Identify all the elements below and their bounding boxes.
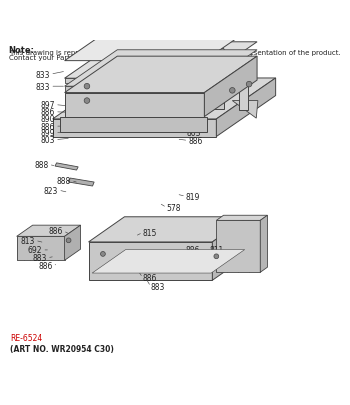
Polygon shape [65, 25, 257, 62]
Text: 897: 897 [41, 101, 55, 110]
Polygon shape [60, 118, 208, 132]
Text: 888: 888 [57, 177, 71, 185]
Polygon shape [52, 79, 276, 119]
Polygon shape [17, 226, 80, 237]
Text: (ART NO. WR20954 C30): (ART NO. WR20954 C30) [10, 344, 114, 353]
Text: 819: 819 [186, 192, 200, 201]
Text: 883: 883 [151, 282, 165, 292]
Text: 886: 886 [41, 108, 55, 117]
Polygon shape [216, 221, 260, 273]
Text: 831: 831 [120, 60, 135, 69]
Text: 813: 813 [21, 236, 35, 245]
Text: This drawing is representative only and may not be an accurate representation of: This drawing is representative only and … [9, 50, 341, 56]
Text: 886: 886 [41, 122, 55, 131]
Text: 570: 570 [138, 71, 153, 80]
Polygon shape [260, 216, 267, 273]
Text: 685: 685 [156, 60, 171, 69]
Text: 832: 832 [211, 47, 226, 56]
Polygon shape [55, 164, 78, 171]
Polygon shape [65, 93, 204, 117]
Circle shape [84, 84, 90, 90]
Polygon shape [69, 179, 94, 187]
Text: 803: 803 [41, 136, 55, 145]
Circle shape [84, 98, 90, 104]
Polygon shape [65, 57, 257, 93]
Circle shape [66, 239, 71, 243]
Text: 886: 886 [143, 274, 157, 283]
Polygon shape [232, 101, 258, 119]
Text: 886: 886 [186, 246, 200, 255]
Text: 833: 833 [36, 83, 50, 92]
Text: RE-6524: RE-6524 [10, 333, 43, 342]
Text: 811: 811 [210, 246, 224, 255]
Text: 685: 685 [216, 69, 231, 78]
Polygon shape [89, 217, 248, 242]
Text: 833: 833 [36, 70, 50, 79]
Text: 578: 578 [167, 204, 181, 213]
Polygon shape [173, 53, 187, 101]
Polygon shape [89, 242, 212, 281]
Text: 692: 692 [28, 246, 42, 255]
Polygon shape [65, 226, 80, 261]
Polygon shape [212, 58, 224, 109]
Polygon shape [52, 119, 216, 137]
Text: 888: 888 [34, 160, 49, 170]
Text: 883: 883 [33, 254, 47, 263]
Circle shape [230, 88, 235, 94]
Text: 833: 833 [183, 98, 197, 107]
Text: 835: 835 [223, 55, 237, 64]
Circle shape [100, 252, 105, 257]
Text: 992: 992 [198, 251, 212, 260]
Text: 890: 890 [41, 115, 55, 124]
Text: 831: 831 [239, 53, 254, 62]
Text: 833: 833 [170, 81, 184, 90]
Polygon shape [65, 43, 257, 79]
Text: 886: 886 [188, 136, 203, 146]
Text: 899: 899 [41, 129, 55, 138]
Polygon shape [212, 217, 248, 281]
Polygon shape [92, 250, 245, 273]
Text: Note:: Note: [9, 45, 35, 55]
Text: 803: 803 [187, 129, 201, 138]
Polygon shape [216, 216, 267, 221]
Text: 886: 886 [38, 262, 52, 271]
Circle shape [214, 254, 219, 259]
Polygon shape [17, 237, 65, 261]
Polygon shape [239, 67, 248, 111]
Text: Contact your Parts Dealer should any questions arise.: Contact your Parts Dealer should any que… [9, 55, 197, 61]
Polygon shape [204, 57, 257, 117]
Polygon shape [65, 51, 257, 87]
Polygon shape [65, 87, 204, 93]
Polygon shape [216, 79, 276, 137]
Circle shape [246, 82, 252, 88]
Text: 887: 887 [175, 119, 189, 128]
Polygon shape [65, 79, 204, 84]
Text: 886: 886 [49, 227, 63, 236]
Text: 823: 823 [44, 186, 58, 195]
Text: 815: 815 [143, 228, 157, 237]
